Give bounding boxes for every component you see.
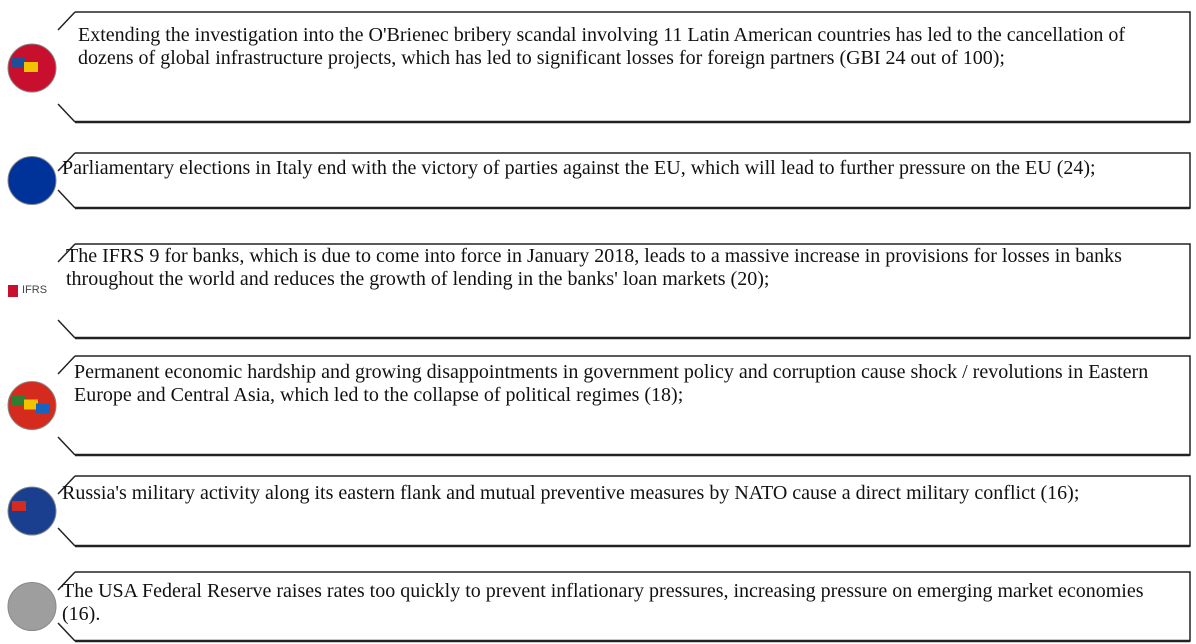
item-text: The USA Federal Reserve raises rates too… [62, 580, 1144, 625]
item-text: The IFRS 9 for banks, which is due to co… [66, 245, 1122, 290]
icon-label: IFRS [22, 284, 48, 296]
icon [8, 285, 18, 297]
icon-part [12, 395, 26, 406]
icon-part [24, 62, 38, 72]
chevron-bottom [57, 436, 76, 456]
item-text: Parliamentary elections in Italy end wit… [62, 157, 1096, 179]
chevron-top [57, 243, 76, 263]
chevron-top [57, 11, 76, 31]
chevron-bottom [57, 189, 76, 209]
icon-part [12, 501, 26, 511]
icon-part [12, 58, 26, 68]
item-text: Russia's military activity along its eas… [62, 482, 1080, 504]
item-text: Extending the investigation into the O'B… [78, 24, 1126, 69]
chevron-top [57, 571, 76, 591]
icon [7, 582, 57, 631]
chevron-top [57, 355, 76, 375]
icon-part [36, 403, 50, 414]
chevron-bottom [57, 103, 76, 123]
icon-part [24, 399, 38, 410]
icon [7, 156, 57, 205]
chevron-top [57, 475, 76, 495]
item-text: Permanent economic hardship and growing … [74, 361, 1149, 406]
icon [7, 486, 57, 536]
chevron-bottom [57, 319, 76, 339]
chevron-top [57, 152, 76, 172]
chevron-bottom [57, 527, 76, 547]
chevron-bottom [57, 622, 76, 642]
